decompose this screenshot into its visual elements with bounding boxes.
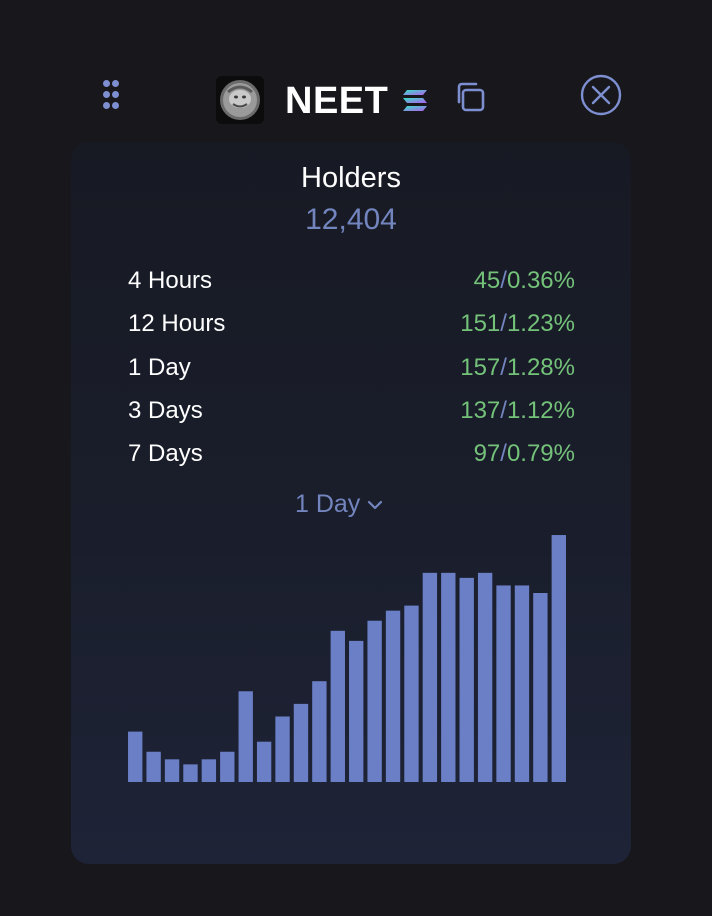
neet-avatar-icon [216, 76, 264, 124]
stat-label: 12 Hours [128, 310, 226, 338]
chart-bar [514, 585, 530, 782]
chart-bar [256, 741, 272, 782]
stat-percent: 1.28% [506, 353, 575, 381]
drag-handle-icon[interactable] [100, 78, 122, 112]
chart-bar [275, 716, 290, 782]
stat-row-12-hours: 12 Hours 151/1.23% [128, 305, 575, 348]
holders-bar-chart [128, 535, 566, 782]
stat-row-1-day: 1 Day 157/1.28% [128, 349, 575, 392]
stat-value: 97/0.79% [474, 435, 575, 473]
stat-separator: / [500, 396, 507, 424]
chart-bar [293, 703, 309, 782]
holders-count: 12,404 [305, 203, 397, 236]
chart-bar [164, 759, 180, 782]
chart-bar [459, 577, 474, 782]
chart-bar [201, 759, 217, 782]
chart-bar [330, 630, 345, 782]
stat-change: 97 [473, 440, 501, 468]
token-name: NEET [285, 80, 389, 122]
chart-bar [385, 610, 401, 782]
chart-bar [441, 572, 456, 782]
chart-bar [533, 593, 548, 782]
stat-percent: 0.36% [506, 267, 575, 294]
stat-percent: 1.23% [506, 310, 575, 338]
stat-change: 151 [460, 310, 501, 338]
stat-separator: / [500, 353, 507, 381]
stat-change: 45 [473, 267, 501, 294]
stat-row-4-hours: 4 Hours 45/0.36% [128, 262, 575, 305]
close-circle-icon[interactable] [580, 74, 622, 116]
stat-value: 151/1.23% [460, 305, 575, 343]
chart-bar [349, 640, 364, 782]
stat-label: 3 Days [128, 396, 203, 424]
chart-bar [477, 572, 493, 782]
chart-bar [422, 572, 438, 782]
holders-label: Holders [301, 162, 401, 194]
holder-change-list: 4 Hours 45/0.36% 12 Hours 151/1.23% 1 Da… [128, 262, 575, 478]
chart-bar [183, 764, 198, 782]
chart-bar [367, 620, 382, 782]
stat-change: 137 [460, 396, 501, 424]
chart-bar [128, 731, 143, 782]
period-dropdown[interactable]: 1 Day [295, 486, 384, 522]
stat-row-3-days: 3 Days 137/1.12% [128, 392, 575, 435]
chart-bar [238, 691, 253, 782]
chart-bar [551, 535, 566, 782]
chart-bar [496, 585, 511, 782]
stat-change: 157 [460, 353, 501, 381]
stat-label: 1 Day [128, 353, 191, 381]
copy-icon[interactable] [454, 80, 488, 114]
solana-icon [402, 88, 428, 112]
stat-separator: / [500, 267, 507, 294]
stat-percent: 0.79% [506, 440, 575, 468]
chart-bar [220, 751, 235, 782]
stat-row-7-days: 7 Days 97/0.79% [128, 435, 575, 478]
stat-separator: / [500, 440, 507, 468]
chart-bar [312, 681, 327, 782]
period-selected-label: 1 Day [295, 490, 361, 518]
stat-percent: 1.12% [506, 396, 575, 424]
stat-separator: / [500, 310, 507, 338]
stat-value: 45/0.36% [474, 262, 575, 300]
stat-label: 7 Days [128, 440, 203, 468]
chart-bar [146, 751, 161, 782]
chart-bar [404, 605, 419, 782]
stat-value: 137/1.12% [460, 392, 575, 430]
chevron-down-icon [368, 501, 383, 510]
stat-value: 157/1.28% [460, 349, 575, 387]
stat-label: 4 Hours [128, 267, 213, 294]
